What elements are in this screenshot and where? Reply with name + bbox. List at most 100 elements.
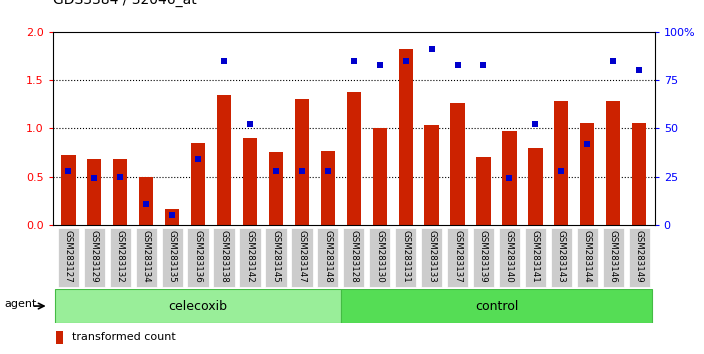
Point [582, 141, 593, 147]
Point [400, 58, 411, 64]
FancyBboxPatch shape [213, 228, 234, 287]
Bar [56, 331, 63, 344]
Point [63, 168, 74, 173]
Bar [56, 289, 341, 323]
Text: GSM283139: GSM283139 [479, 230, 488, 282]
Bar [341, 289, 652, 323]
Point [452, 62, 463, 68]
FancyBboxPatch shape [577, 228, 598, 287]
Text: GSM283142: GSM283142 [246, 230, 254, 282]
FancyBboxPatch shape [524, 228, 546, 287]
Bar [61, 155, 75, 225]
Point [504, 176, 515, 181]
Text: GSM283137: GSM283137 [453, 230, 462, 282]
Text: GSM283149: GSM283149 [634, 230, 643, 282]
Bar [113, 159, 127, 225]
Text: GSM283130: GSM283130 [375, 230, 384, 282]
Bar [398, 49, 413, 225]
Text: GSM283132: GSM283132 [115, 230, 125, 282]
Bar [580, 122, 594, 225]
Text: GSM283127: GSM283127 [64, 230, 73, 282]
Point [115, 174, 126, 179]
Text: GSM283134: GSM283134 [142, 230, 151, 282]
Point [322, 168, 334, 173]
Text: GSM283147: GSM283147 [297, 230, 306, 282]
Point [218, 58, 230, 64]
FancyBboxPatch shape [161, 228, 183, 287]
FancyBboxPatch shape [58, 228, 79, 287]
Text: control: control [474, 299, 518, 313]
Bar [165, 209, 180, 225]
Text: celecoxib: celecoxib [168, 299, 227, 313]
Bar [139, 177, 153, 225]
Text: GDS3384 / 32046_at: GDS3384 / 32046_at [53, 0, 196, 7]
Text: GSM283135: GSM283135 [168, 230, 177, 282]
FancyBboxPatch shape [84, 228, 105, 287]
Point [634, 68, 645, 73]
FancyBboxPatch shape [395, 228, 416, 287]
FancyBboxPatch shape [603, 228, 624, 287]
Bar [269, 153, 283, 225]
Text: GSM283129: GSM283129 [90, 230, 99, 282]
FancyBboxPatch shape [136, 228, 157, 287]
FancyBboxPatch shape [318, 228, 339, 287]
Bar [87, 159, 101, 225]
Point [555, 168, 567, 173]
Point [608, 58, 619, 64]
Point [270, 168, 282, 173]
Bar [606, 101, 620, 225]
Point [348, 58, 359, 64]
Bar [502, 131, 517, 225]
Bar [191, 143, 206, 225]
FancyBboxPatch shape [473, 228, 494, 287]
Bar [425, 125, 439, 225]
Point [529, 122, 541, 127]
Bar [451, 103, 465, 225]
Bar [346, 92, 361, 225]
Point [192, 156, 203, 162]
Bar [554, 101, 568, 225]
Point [141, 201, 152, 206]
Text: GSM283146: GSM283146 [609, 230, 617, 282]
Bar [295, 99, 309, 225]
Text: GSM283144: GSM283144 [583, 230, 592, 282]
Bar [477, 157, 491, 225]
Text: GSM283136: GSM283136 [194, 230, 203, 282]
FancyBboxPatch shape [239, 228, 260, 287]
FancyBboxPatch shape [265, 228, 287, 287]
FancyBboxPatch shape [343, 228, 365, 287]
Text: GSM283145: GSM283145 [272, 230, 280, 282]
FancyBboxPatch shape [447, 228, 468, 287]
Point [478, 62, 489, 68]
FancyBboxPatch shape [369, 228, 390, 287]
Bar [372, 128, 386, 225]
Point [89, 176, 100, 181]
FancyBboxPatch shape [421, 228, 442, 287]
Point [244, 122, 256, 127]
Text: GSM283138: GSM283138 [220, 230, 229, 282]
Text: agent: agent [4, 299, 37, 309]
Bar [528, 148, 543, 225]
FancyBboxPatch shape [629, 228, 650, 287]
Bar [243, 138, 257, 225]
Bar [217, 95, 231, 225]
Text: GSM283143: GSM283143 [557, 230, 566, 282]
Text: GSM283131: GSM283131 [401, 230, 410, 282]
FancyBboxPatch shape [551, 228, 572, 287]
FancyBboxPatch shape [499, 228, 520, 287]
Bar [632, 122, 646, 225]
Text: GSM283133: GSM283133 [427, 230, 436, 282]
Point [374, 62, 385, 68]
Bar [321, 150, 335, 225]
Point [167, 212, 178, 218]
Point [426, 46, 437, 52]
Text: GSM283128: GSM283128 [349, 230, 358, 282]
FancyBboxPatch shape [291, 228, 313, 287]
Text: GSM283148: GSM283148 [323, 230, 332, 282]
Text: GSM283140: GSM283140 [505, 230, 514, 282]
FancyBboxPatch shape [187, 228, 208, 287]
FancyBboxPatch shape [110, 228, 131, 287]
Point [296, 168, 308, 173]
Text: GSM283141: GSM283141 [531, 230, 540, 282]
Text: transformed count: transformed count [73, 332, 176, 342]
